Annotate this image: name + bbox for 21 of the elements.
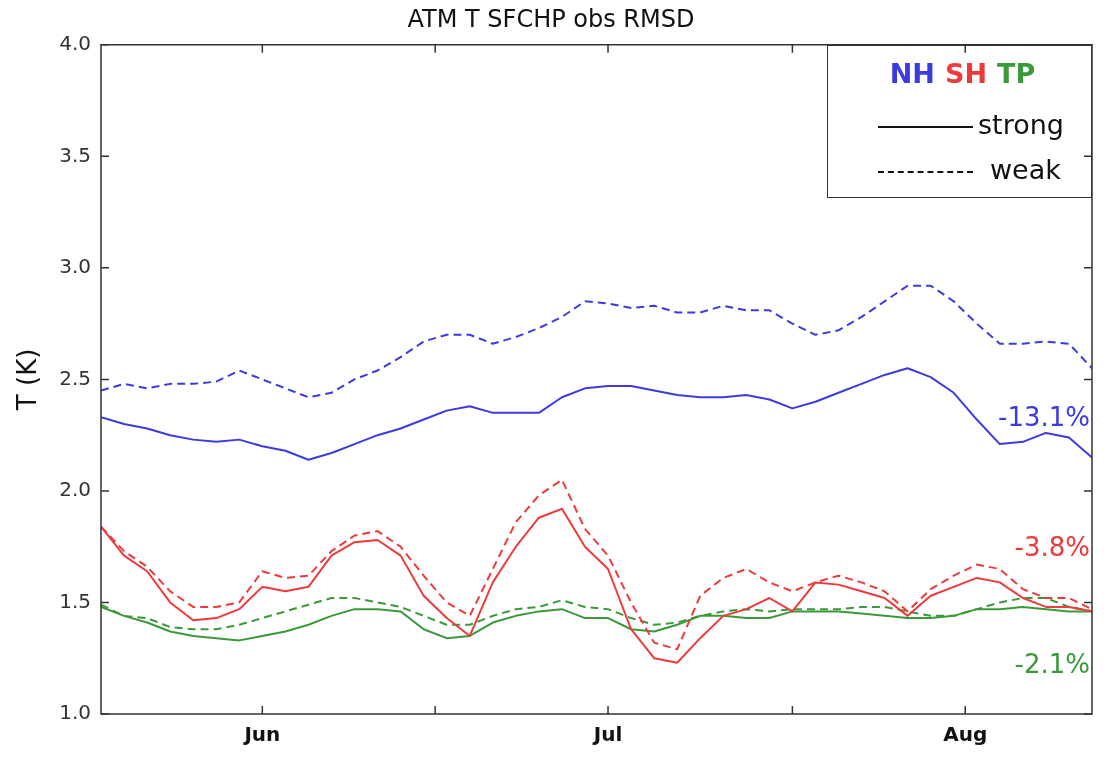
- y-axis-title: T (K): [12, 348, 43, 412]
- annotation: -13.1%: [998, 402, 1090, 433]
- chart-title: ATM T SFCHP obs RMSD: [407, 4, 695, 33]
- annotation: NH: [889, 57, 935, 89]
- annotation: strong: [978, 108, 1064, 140]
- annotation: SH: [944, 57, 988, 89]
- y-tick-label: 1.5: [59, 588, 92, 613]
- y-tick-label: 3.5: [59, 142, 92, 167]
- x-tick-label: Jul: [591, 722, 623, 747]
- y-tick-label: 1.0: [59, 700, 92, 725]
- annotation: -3.8%: [1014, 532, 1090, 563]
- annotation: weak: [990, 153, 1061, 185]
- y-tick-label: 2.5: [59, 365, 92, 390]
- annotation: TP: [997, 57, 1036, 89]
- x-tick-label: Aug: [943, 722, 988, 747]
- x-tick-label: Jun: [242, 722, 281, 747]
- y-tick-label: 2.0: [59, 477, 92, 502]
- y-tick-label: 3.0: [59, 254, 92, 279]
- y-tick-label: 4.0: [59, 31, 92, 55]
- line-series: [101, 284, 1092, 399]
- annotation: -2.1%: [1014, 649, 1090, 680]
